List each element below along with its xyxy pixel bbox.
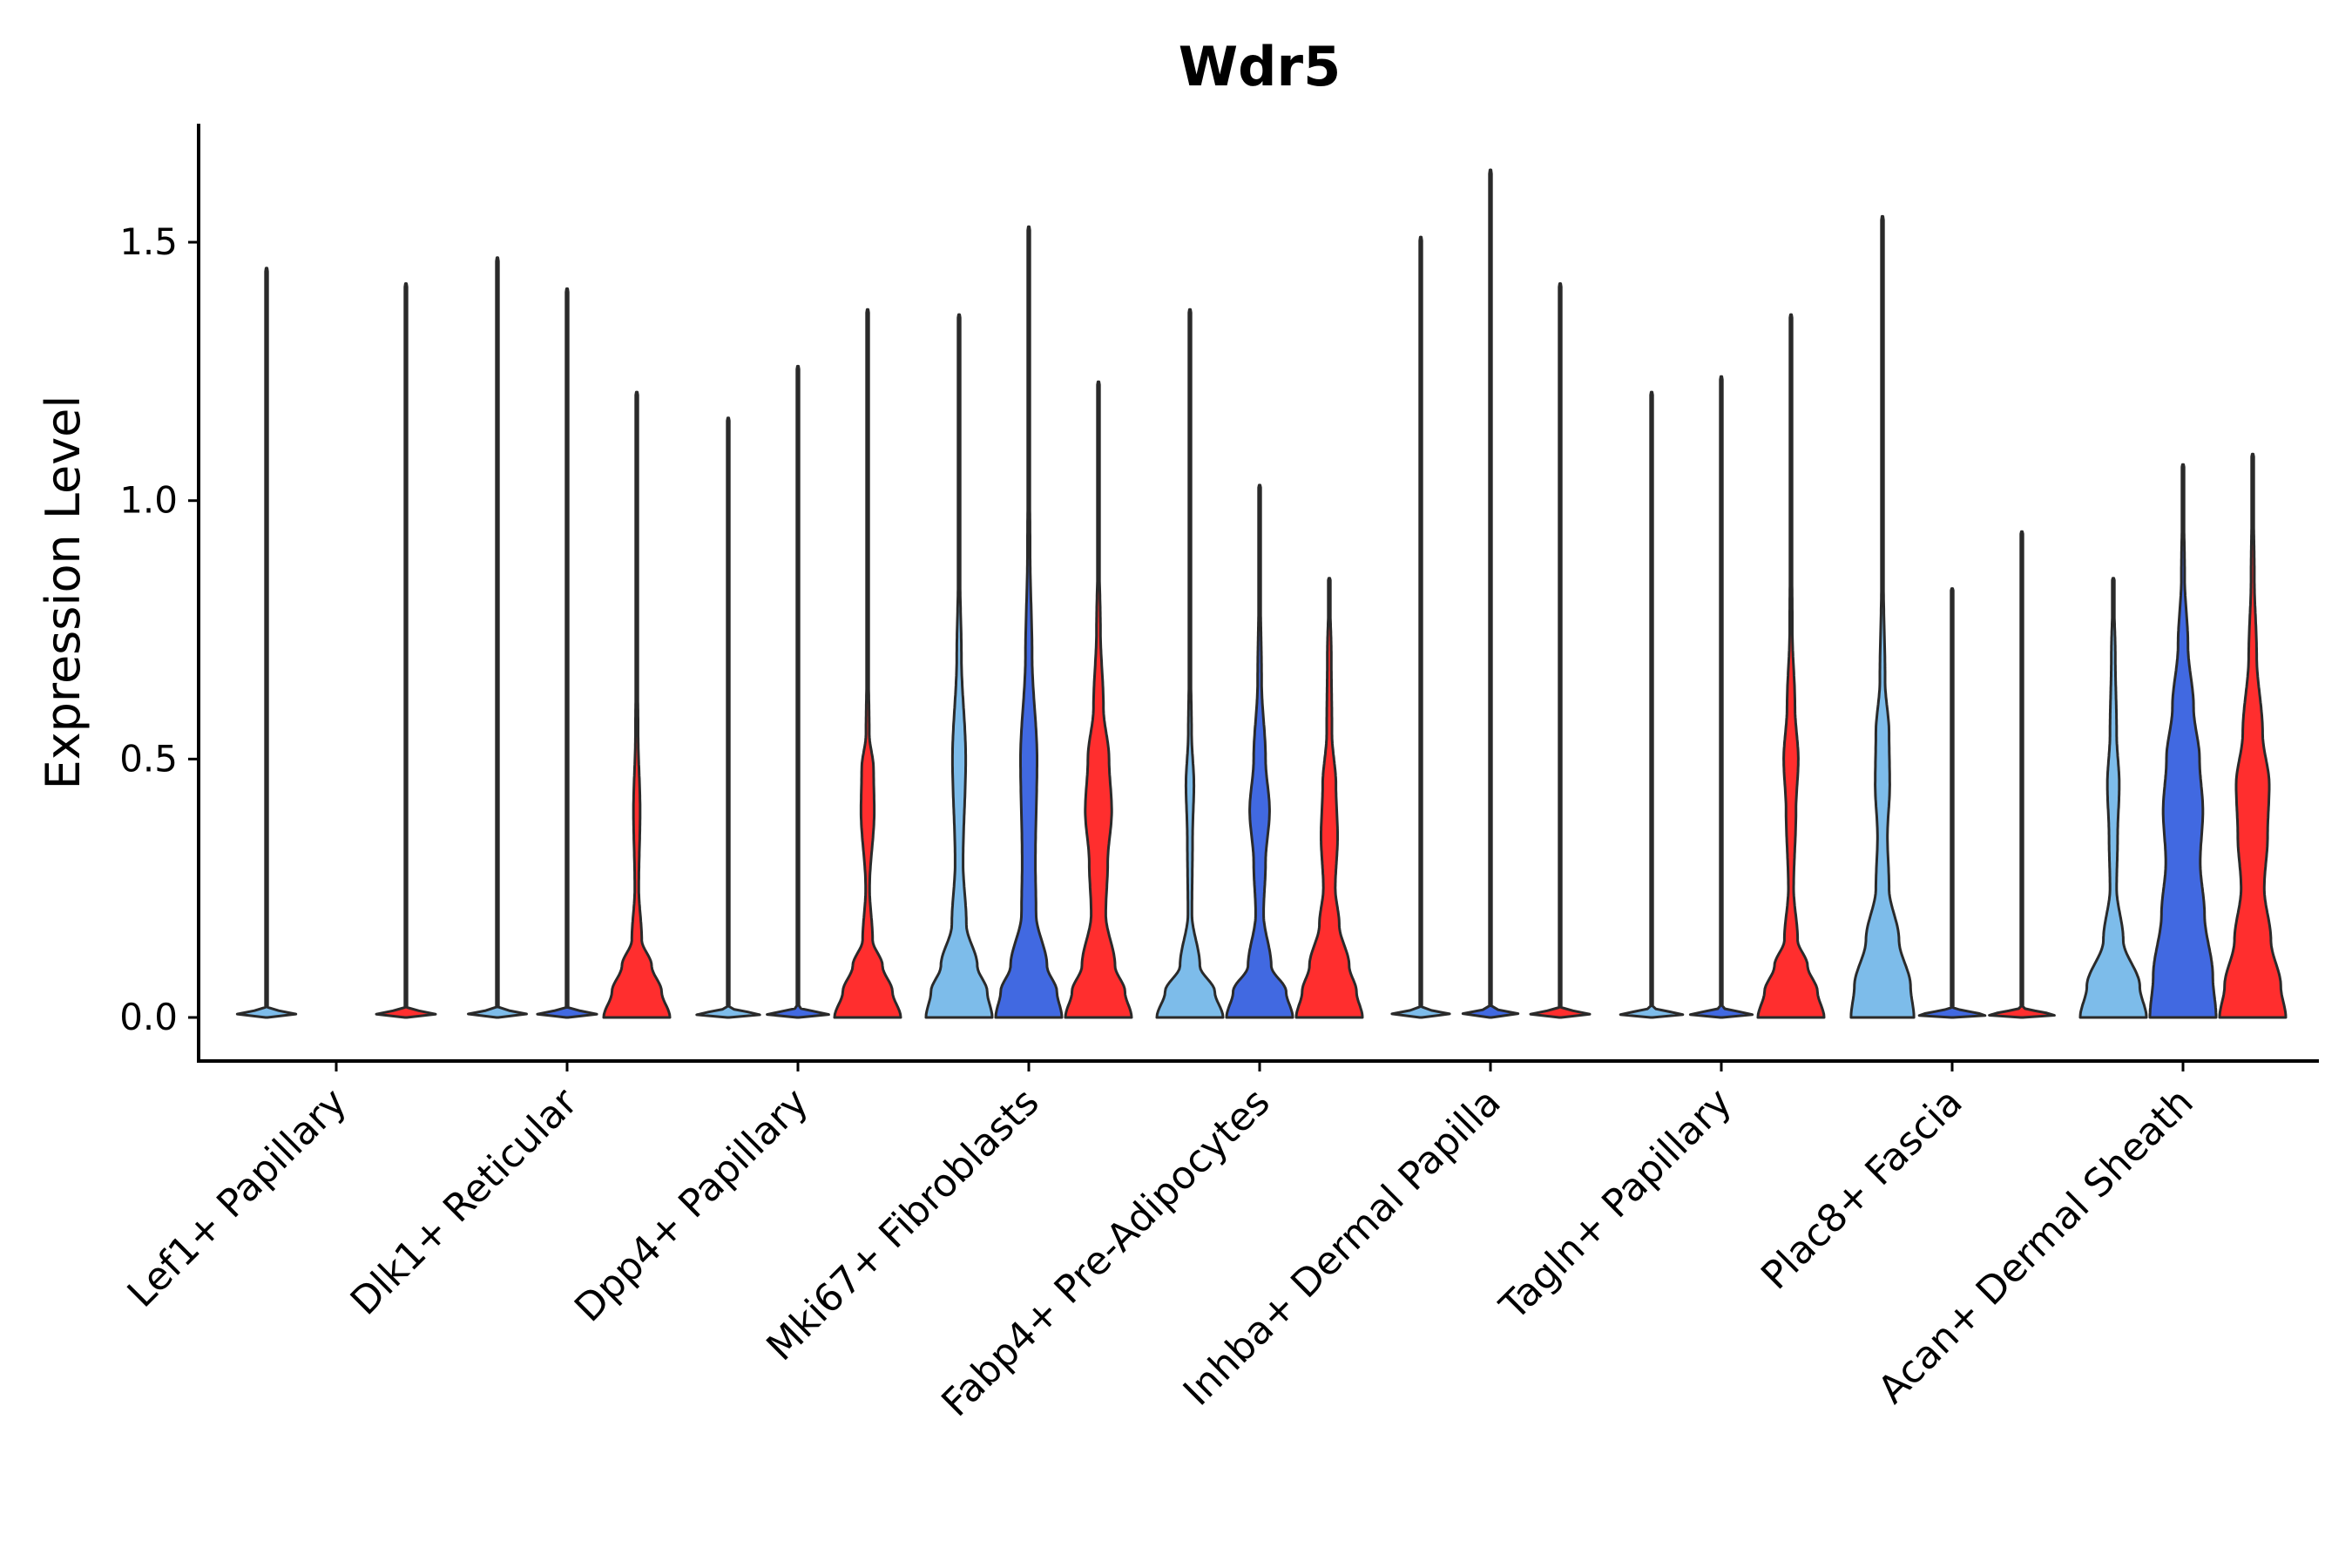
y-tick-label: 1.0 <box>119 479 178 522</box>
violin-1-6 <box>1390 235 1451 1019</box>
y-tick-label: 0.5 <box>119 737 178 780</box>
violin-3-4 <box>1064 380 1133 1019</box>
violin-layer <box>235 168 2288 1019</box>
y-axis-label: Expression Level <box>36 395 91 790</box>
axes-lines <box>197 124 2319 1063</box>
violin-1-7 <box>1619 390 1685 1019</box>
violin-2-3 <box>766 364 830 1019</box>
y-tick-label: 0.0 <box>119 996 178 1038</box>
violin-1-4 <box>924 313 994 1019</box>
y-tick-label: 1.5 <box>119 220 178 263</box>
violin-3-8 <box>1988 530 2056 1019</box>
violin-2-8 <box>1917 587 1987 1019</box>
violin-3-1 <box>375 282 437 1019</box>
chart-title: Wdr5 <box>1179 35 1341 98</box>
y-axis-ticks: 0.0 0.5 1.0 1.5 <box>119 220 199 1038</box>
violin-1-5 <box>1155 308 1225 1019</box>
violin-3-5 <box>1294 577 1364 1019</box>
violin-2-7 <box>1688 375 1754 1019</box>
violin-2-2 <box>536 287 598 1019</box>
violin-1-8 <box>1849 214 1916 1019</box>
violin-1-1 <box>235 267 298 1019</box>
violin-3-9 <box>2218 452 2288 1019</box>
violin-2-9 <box>2148 463 2218 1019</box>
violin-1-9 <box>2078 577 2148 1019</box>
violin-3-2 <box>602 390 672 1019</box>
violin-2-5 <box>1225 483 1294 1019</box>
violin-2-4 <box>994 225 1064 1019</box>
violin-1-3 <box>695 416 761 1019</box>
violin-3-6 <box>1529 282 1592 1019</box>
violin-3-3 <box>833 308 902 1019</box>
violin-2-6 <box>1461 168 1520 1019</box>
violin-3-7 <box>1756 313 1826 1019</box>
violin-1-2 <box>467 256 528 1019</box>
